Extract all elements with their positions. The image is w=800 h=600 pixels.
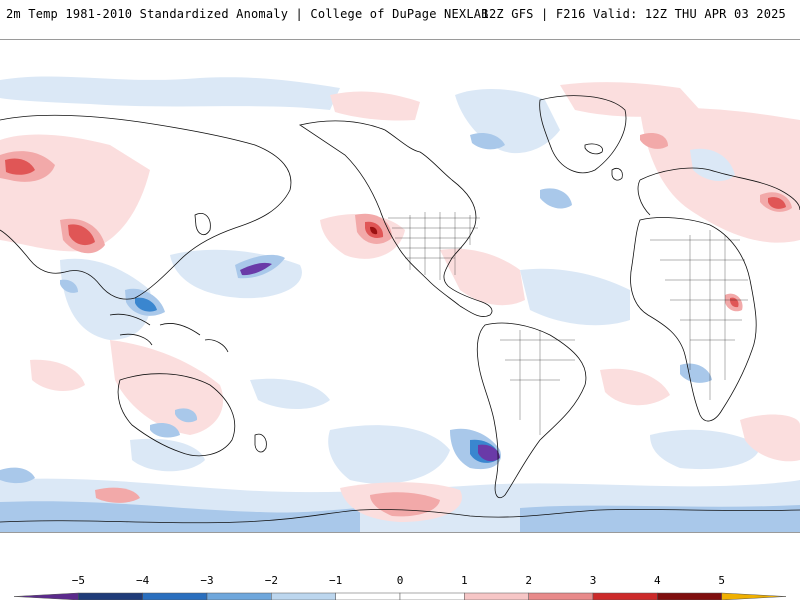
colorbar-tick-labels: −5 −4 −3 −2 −1 0 1 2 3 4 5 [72,574,725,587]
anomaly-region [95,487,140,503]
anomaly-region [560,82,700,117]
colorbar-tick-label: 4 [654,574,661,587]
anomaly-region [250,378,330,409]
iceland-coast [584,143,603,155]
anomaly-region [0,467,35,484]
asia-coast [0,114,292,300]
colorbar-bin [78,592,143,600]
anomaly-region [520,268,630,326]
europe-coast [637,167,800,216]
anomaly-region [0,501,360,532]
colorbar-bin [142,592,208,600]
colorbar-tick-label: 5 [718,574,725,587]
anomaly-shading [0,76,800,532]
anomaly-region [0,76,340,110]
colorbar-bin [335,592,401,600]
boundary-lines [650,230,748,400]
anomaly-region [110,340,224,435]
anomaly-region [240,262,272,276]
antarctica-coast [0,509,800,524]
anomaly-region [600,368,670,406]
anomaly-region [330,91,420,121]
anomaly-region [370,492,440,517]
anomaly-region [175,408,198,423]
map-title: 2m Temp 1981-2010 Standardized Anomaly |… [6,7,489,21]
colorbar-tick-label: 2 [525,574,532,587]
anomaly-region [640,133,668,149]
colorbar-bin [206,592,272,600]
anomaly-region [30,359,85,392]
boundary-lines [500,330,575,435]
colorbar-bin [721,592,787,600]
political-boundaries [388,212,748,435]
north-america-coast [299,120,493,317]
model-run-info: 12Z GFS | F216 Valid: 12Z THU APR 03 202… [481,7,786,21]
boundary-lines [388,212,480,280]
anomaly-region [540,188,572,209]
colorbar-tick-label: −4 [136,574,150,587]
colorbar-bin [271,592,336,600]
greenland-coast [539,95,627,174]
anomaly-region [650,429,760,470]
colorbar-bins [13,592,787,600]
anomaly-region [5,158,35,175]
anomaly-region [150,423,180,438]
anomaly-region [328,425,450,484]
colorbar-bin [464,592,529,600]
coastlines [0,95,800,524]
anomaly-map [0,39,800,533]
anomaly-region [68,224,95,246]
south-america-coast [476,322,587,499]
anomaly-region [60,279,78,293]
uk-coast [611,168,623,181]
anomaly-region [135,297,157,312]
colorbar-bin [657,592,722,600]
map-canvas [0,76,800,532]
anomaly-region [470,133,505,150]
colorbar-tick-label: −1 [329,574,342,587]
colorbar-bin [528,592,594,600]
maritime-coast [109,313,229,353]
colorbar-tick-label: −3 [200,574,213,587]
africa-coast [630,217,757,422]
anomaly-region [130,438,205,472]
colorbar-tick-label: 0 [397,574,404,587]
colorbar-tick-label: 1 [461,574,468,587]
anomaly-region [740,414,800,462]
anomaly-region [478,444,500,462]
colorbar-tick-label: 3 [590,574,597,587]
anomaly-region [440,248,525,306]
colorbar-tick-label: −2 [265,574,278,587]
australia-coast [117,373,236,457]
new-zealand-coast [254,433,267,453]
colorbar-legend: −5 −4 −3 −2 −1 0 1 2 3 4 5 [13,574,787,600]
japan-coast [194,213,211,236]
anomaly-region [690,148,735,182]
anomaly-region [370,226,378,235]
colorbar-tick-label: −5 [72,574,85,587]
anomaly-region [768,197,786,209]
anomaly-region [680,363,712,383]
anomaly-region [60,258,151,340]
anomaly-region [520,505,800,532]
colorbar-bin [399,592,465,600]
colorbar-bin [592,592,658,600]
colorbar-bin [13,592,79,600]
